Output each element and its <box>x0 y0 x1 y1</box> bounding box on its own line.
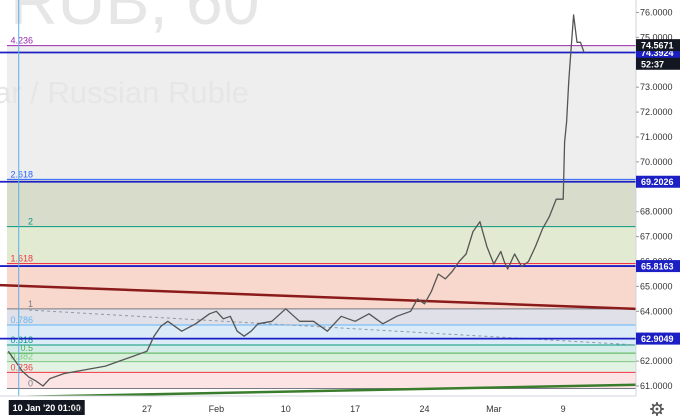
fib-label-4: 0.618 <box>10 335 33 345</box>
y-tick-13: 76.0000 <box>640 7 673 17</box>
level-badge-1 <box>636 175 680 188</box>
x-tick-4: 10 <box>281 404 291 414</box>
horizontal-lines[interactable] <box>0 51 636 340</box>
level-badge-label-2: 65.8163 <box>641 262 674 272</box>
fib-zone-3 <box>6 344 636 354</box>
x-tick-7: Mar <box>486 404 502 414</box>
trendline-1[interactable] <box>0 383 637 399</box>
fib-fill-zones <box>6 45 636 389</box>
y-tick-7: 68.0000 <box>640 207 673 217</box>
trendline-0[interactable] <box>0 283 637 311</box>
level-badge-3 <box>636 332 680 345</box>
y-tick-4: 65.0000 <box>640 281 673 291</box>
y-tick-8: 70.0000 <box>640 157 673 167</box>
y-tick-1: 62.0000 <box>640 356 673 366</box>
price-axis-badges: 74.3924 69.2026 65.8163 62.9049 74.5671 52:37 <box>636 39 680 345</box>
y-tick-3: 64.0000 <box>640 306 673 316</box>
fib-label-1: 0.236 <box>10 362 33 372</box>
price-series-line <box>7 14 585 387</box>
time-axis[interactable] <box>0 396 680 420</box>
fib-label-7: 1.618 <box>10 254 33 264</box>
x-tick-5: 17 <box>350 404 360 414</box>
watermark-symbol: RUB, 60 <box>10 0 259 38</box>
fib-zone-1 <box>6 361 636 373</box>
fib-zone-9 <box>6 45 636 180</box>
watermark-name: ar / Russian Ruble <box>0 75 249 110</box>
fib-zone-5 <box>6 308 636 326</box>
x-cursor-badge <box>8 400 85 415</box>
fib-label-0: 0 <box>28 379 33 389</box>
x-tick-0: 10 Jan '20 01:00 <box>13 403 81 413</box>
level-badge-label-0: 74.3924 <box>641 48 674 58</box>
fib-zone-6 <box>6 263 636 309</box>
price-badge-label-0: 74.5671 <box>641 41 674 51</box>
fib-label-5: 0.786 <box>10 315 33 325</box>
level-badge-label-1: 69.2026 <box>641 177 674 187</box>
fib-label-2: 0.382 <box>10 352 33 362</box>
x-tick-1: 20 <box>73 404 83 414</box>
fib-label-3: 0.5 <box>20 343 33 353</box>
fib-label-10: 4.236 <box>10 36 33 46</box>
level-badge-label-3: 62.9049 <box>641 334 674 344</box>
x-tick-2: 27 <box>142 404 152 414</box>
price-badge-label-1: 52:37 <box>641 59 664 69</box>
fib-zone-0 <box>6 372 636 389</box>
fib-label-8: 2 <box>28 217 33 227</box>
y-tick-12: 75.0000 <box>640 32 673 42</box>
price-series <box>7 14 585 387</box>
price-badge-0 <box>636 39 680 52</box>
fib-zone-7 <box>6 226 636 264</box>
x-tick-6: 24 <box>419 404 429 414</box>
y-tick-11: 73.0000 <box>640 82 673 92</box>
y-tick-9: 71.0000 <box>640 132 673 142</box>
level-badge-2 <box>636 260 680 273</box>
price-badge-1 <box>636 57 680 70</box>
x-tick-3: Feb <box>209 404 225 414</box>
x-tick-8: 9 <box>561 404 566 414</box>
y-tick-10: 72.0000 <box>640 107 673 117</box>
fib-label-9: 2.618 <box>10 169 33 179</box>
fib-zone-8 <box>6 179 636 227</box>
settings-gear-icon[interactable] <box>650 402 664 416</box>
y-tick-0: 61.0000 <box>640 381 673 391</box>
fib-zone-4 <box>6 325 636 345</box>
fib-zone-2 <box>6 353 636 362</box>
fib-label-6: 1 <box>28 299 33 309</box>
y-tick-6: 67.0000 <box>640 232 673 242</box>
